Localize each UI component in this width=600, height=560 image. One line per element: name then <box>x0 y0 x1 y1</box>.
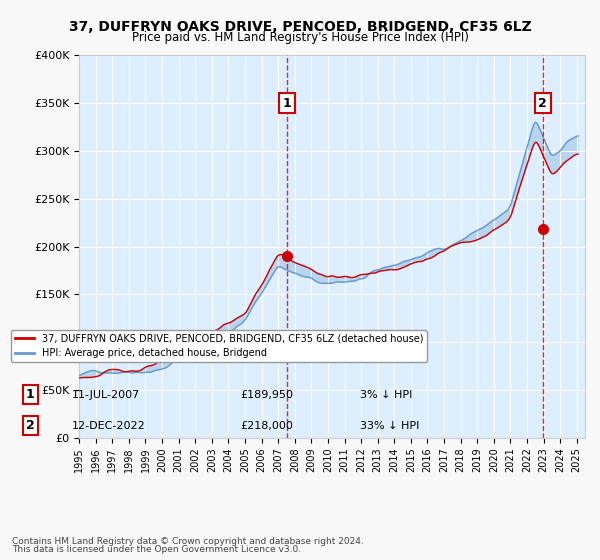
Text: 33% ↓ HPI: 33% ↓ HPI <box>360 421 419 431</box>
Text: 12-DEC-2022: 12-DEC-2022 <box>72 421 146 431</box>
Text: 2: 2 <box>26 419 34 432</box>
Legend: 37, DUFFRYN OAKS DRIVE, PENCOED, BRIDGEND, CF35 6LZ (detached house), HPI: Avera: 37, DUFFRYN OAKS DRIVE, PENCOED, BRIDGEN… <box>11 330 427 362</box>
Text: 2: 2 <box>538 97 547 110</box>
Text: 1: 1 <box>26 388 34 402</box>
Text: This data is licensed under the Open Government Licence v3.0.: This data is licensed under the Open Gov… <box>12 545 301 554</box>
Text: 37, DUFFRYN OAKS DRIVE, PENCOED, BRIDGEND, CF35 6LZ: 37, DUFFRYN OAKS DRIVE, PENCOED, BRIDGEN… <box>68 20 532 34</box>
Text: Contains HM Land Registry data © Crown copyright and database right 2024.: Contains HM Land Registry data © Crown c… <box>12 537 364 546</box>
Text: Price paid vs. HM Land Registry's House Price Index (HPI): Price paid vs. HM Land Registry's House … <box>131 31 469 44</box>
Text: £218,000: £218,000 <box>240 421 293 431</box>
Text: £189,950: £189,950 <box>240 390 293 400</box>
Text: 1: 1 <box>283 97 292 110</box>
Text: 3% ↓ HPI: 3% ↓ HPI <box>360 390 412 400</box>
Text: 11-JUL-2007: 11-JUL-2007 <box>72 390 140 400</box>
